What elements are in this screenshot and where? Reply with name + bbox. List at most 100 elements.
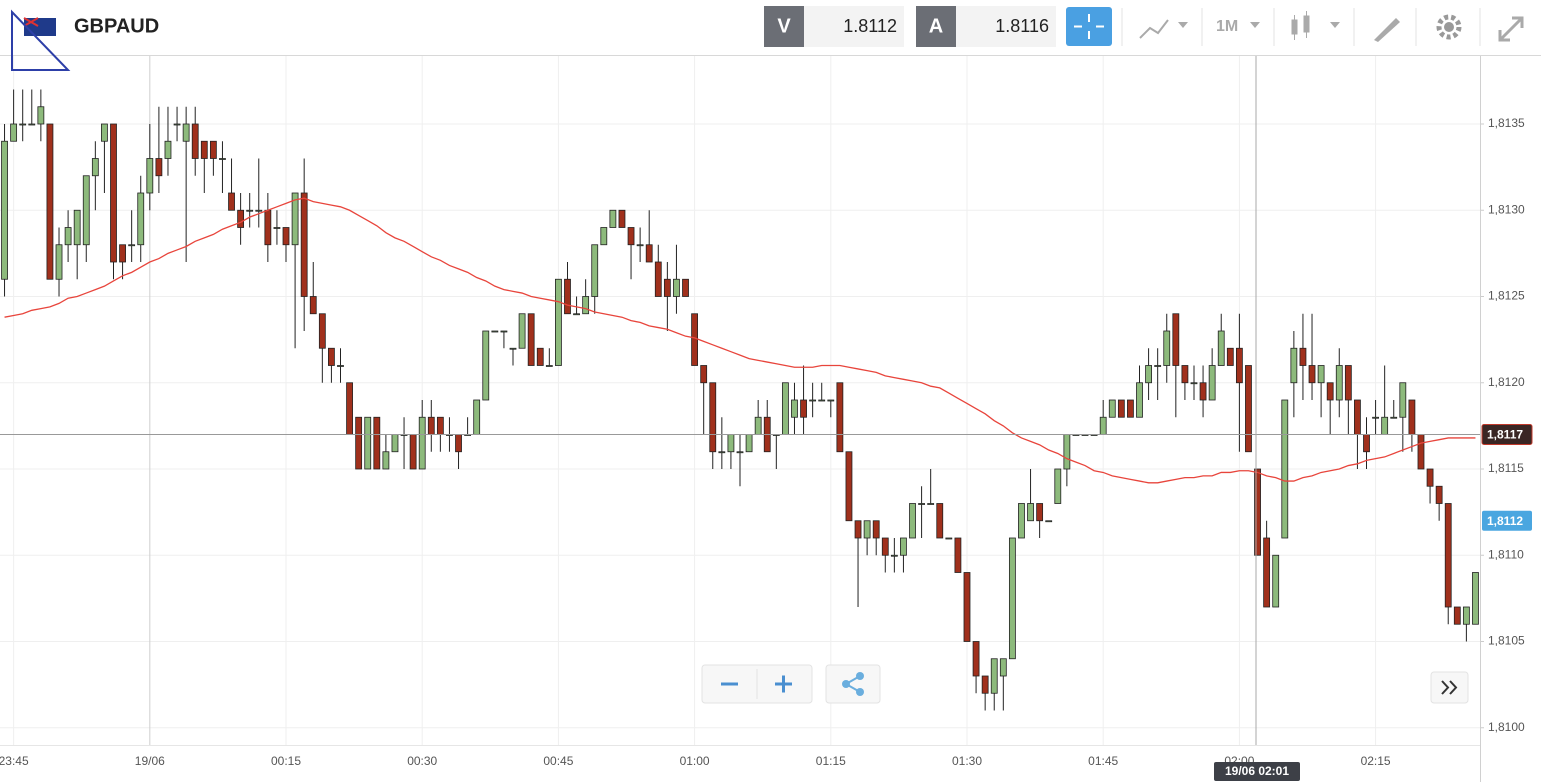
candle-body: [55, 244, 63, 280]
candle-body: [618, 209, 626, 228]
timeframe[interactable]: 1M: [1216, 18, 1238, 35]
candle-body: [318, 313, 326, 349]
candle-body: [264, 209, 272, 246]
candle-body: [1472, 572, 1479, 625]
settings-hub: [1444, 22, 1454, 32]
candle-body: [1335, 365, 1343, 401]
candle-body: [73, 209, 81, 246]
candle-body: [427, 416, 435, 435]
candle-body: [1363, 434, 1370, 453]
candle-body: [436, 416, 444, 435]
candle-body: [1263, 537, 1271, 608]
candle-body: [1099, 416, 1107, 435]
candle-body: [28, 123, 36, 126]
candle-body: [781, 382, 789, 435]
candle-body: [1381, 416, 1389, 435]
candle-body: [228, 192, 235, 211]
candle-body: [663, 278, 671, 297]
candle-body: [382, 451, 390, 470]
candle-icon[interactable]: [1291, 11, 1310, 40]
candle-body: [473, 399, 481, 435]
candle-body: [409, 434, 417, 470]
candle-body: [1254, 468, 1261, 556]
candle-body: [564, 278, 571, 315]
candle-body: [845, 451, 853, 522]
dropdown-arrow: [1250, 22, 1260, 28]
settings-icon[interactable]: [1436, 14, 1462, 40]
candle-body: [1163, 330, 1171, 366]
candle-body: [1226, 347, 1234, 366]
y-tick-label: 1,8105: [1488, 634, 1525, 648]
chart-type-icon[interactable]: [1139, 19, 1169, 39]
candle-body: [10, 123, 18, 142]
scroll-end-button[interactable]: [1430, 671, 1469, 704]
bid-tag[interactable]: [764, 6, 804, 47]
candle-body: [237, 209, 245, 228]
candle-body: [609, 209, 617, 228]
candle-body: [337, 365, 344, 367]
candle-body: [200, 140, 208, 159]
crosshair-icon: [1074, 14, 1104, 39]
candle-body: [636, 244, 644, 247]
candle-body: [282, 227, 290, 246]
candle-body: [700, 365, 708, 384]
candle-body: [1172, 313, 1180, 366]
candle-body: [963, 572, 971, 642]
crosshair-price-box: [1481, 424, 1533, 445]
x-tick-label: 01:00: [680, 754, 710, 768]
candle-body: [954, 537, 962, 573]
y-tick-label: 1,8120: [1488, 375, 1525, 389]
candle-body: [164, 140, 172, 159]
share-box[interactable]: [825, 664, 881, 704]
candle-body: [736, 451, 744, 454]
x-tick-label: 01:30: [952, 754, 982, 768]
candle-body: [219, 158, 226, 160]
candle-body: [709, 382, 717, 453]
candle-body: [818, 399, 826, 402]
candle-body: [890, 554, 898, 557]
candle-body: [1417, 434, 1425, 470]
candle-body: [82, 175, 90, 246]
candle-body: [1154, 365, 1162, 367]
candle-body: [1372, 416, 1379, 419]
candle-body: [1308, 365, 1316, 384]
scroll-end-icon: [1441, 680, 1458, 695]
candle-body: [745, 434, 753, 453]
candle-body: [727, 434, 735, 453]
candle-body: [972, 641, 980, 677]
crosshair-button[interactable]: [1066, 7, 1112, 46]
ask-tag[interactable]: [916, 6, 956, 47]
share-dot: [856, 672, 864, 680]
dropdown-arrow: [1330, 22, 1340, 28]
candle-body: [1326, 382, 1334, 401]
candle-body: [600, 227, 608, 246]
candle-body: [391, 434, 399, 453]
candle-body: [182, 123, 190, 142]
candle-body: [128, 244, 136, 247]
candle-body: [101, 123, 108, 142]
candle-body: [627, 227, 635, 246]
fullscreen-icon[interactable]: [1498, 16, 1524, 42]
candle-body: [691, 313, 699, 366]
last-price-box: [1482, 510, 1532, 531]
bid-price: 1.8112: [843, 16, 897, 36]
candle-body: [1245, 365, 1252, 453]
ask-box[interactable]: [956, 6, 1056, 47]
candle-body: [1199, 382, 1207, 401]
draw-icon[interactable]: [1374, 18, 1400, 42]
candle-body: [673, 278, 680, 297]
symbol: GBPAUD: [74, 15, 159, 37]
crosshair-price: 1,8117: [1487, 428, 1523, 442]
candle-body: [19, 123, 27, 126]
candle-body: [536, 347, 544, 366]
candle-body: [1127, 399, 1134, 418]
corner-triangle: [11, 9, 71, 71]
candle-body: [46, 123, 54, 280]
bid-box[interactable]: [804, 6, 904, 47]
dropdown-arrow: [1178, 22, 1188, 28]
x-tick-label: 19/06: [135, 754, 165, 768]
zoom-in[interactable]: [775, 675, 792, 693]
candle-body: [791, 399, 798, 418]
candle-body: [1462, 606, 1470, 625]
